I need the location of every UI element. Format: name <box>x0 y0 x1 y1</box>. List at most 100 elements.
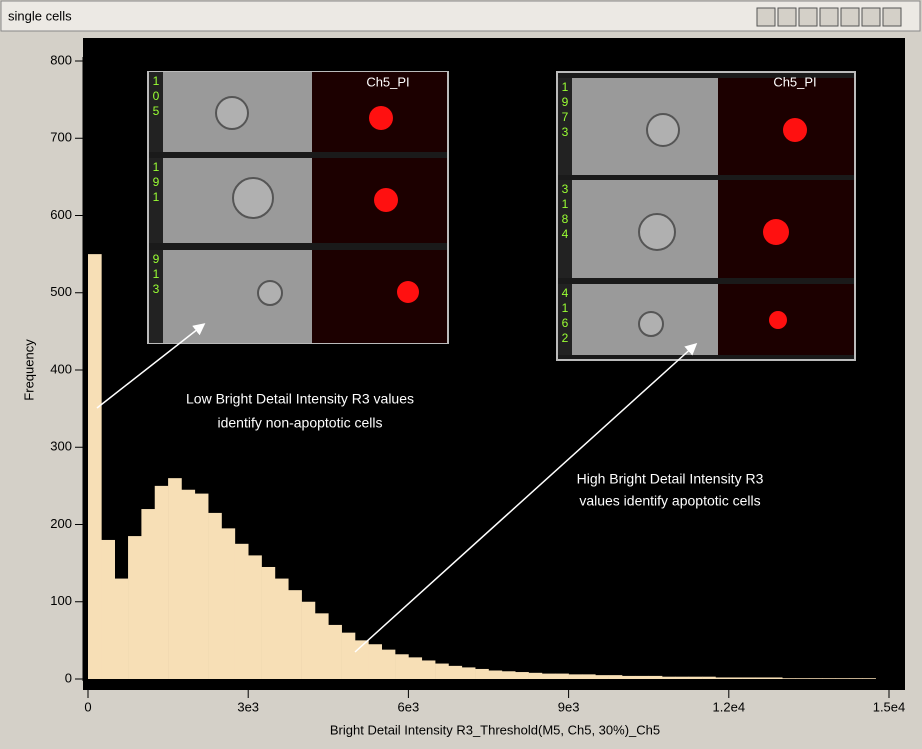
bar <box>435 663 449 679</box>
y-tick-label: 100 <box>50 593 72 608</box>
y-tick-label: 400 <box>50 361 72 376</box>
id-strip <box>558 78 572 175</box>
export-button[interactable] <box>861 7 881 27</box>
bar <box>648 675 663 679</box>
bar <box>221 528 236 679</box>
id-strip <box>558 180 572 278</box>
bar <box>181 489 196 679</box>
bar <box>742 677 756 679</box>
bar <box>301 601 316 679</box>
bar <box>154 485 169 679</box>
bar <box>515 672 529 679</box>
y-axis-label: Frequency <box>21 339 36 401</box>
bar <box>568 674 583 679</box>
bar <box>368 644 382 679</box>
annotation: values identify apoptotic cells <box>579 493 760 509</box>
arrow <box>354 342 698 653</box>
bar <box>168 478 182 679</box>
bar <box>141 509 156 679</box>
id-strip <box>558 284 572 355</box>
cell <box>257 280 283 306</box>
bar <box>662 676 676 679</box>
bar <box>728 677 743 679</box>
bar <box>528 672 543 679</box>
brightfield-image <box>572 78 718 175</box>
bar <box>702 676 716 679</box>
brightfield-image <box>163 250 312 343</box>
bar <box>768 677 783 679</box>
bar <box>488 670 503 679</box>
annotation: High Bright Detail Intensity R3 <box>577 471 764 487</box>
bar <box>795 678 810 679</box>
bar <box>355 640 369 679</box>
y-tick-label: 300 <box>50 439 72 454</box>
bar <box>461 667 476 679</box>
bar <box>341 632 356 679</box>
insets: 1 0 5 1 9 1 9 1 3 Ch5_PI 1 9 7 3 3 1 8 4 4 1 6 2 Ch5_PI <box>147 71 856 361</box>
bar <box>715 677 730 679</box>
zoom-button[interactable] <box>756 7 776 27</box>
x-axis-label: Bright Detail Intensity R3_Threshold(M5,… <box>330 722 660 737</box>
window-title: single cells <box>8 8 72 23</box>
cell <box>646 113 680 147</box>
nucleus <box>369 106 393 130</box>
bar <box>675 676 690 679</box>
copy-button[interactable] <box>840 7 860 27</box>
x-tick-label: 6e3 <box>398 699 420 714</box>
bar <box>448 665 463 679</box>
id-strip <box>149 158 163 243</box>
bar <box>755 677 770 679</box>
bar <box>381 649 396 679</box>
bar <box>608 675 623 679</box>
bar <box>88 254 102 679</box>
bar <box>261 566 276 679</box>
y-tick-label: 200 <box>50 516 72 531</box>
bar <box>314 613 329 679</box>
y-tick-label: 0 <box>65 670 72 685</box>
cell <box>638 311 664 337</box>
bar <box>822 678 836 679</box>
bar <box>541 673 556 679</box>
nucleus <box>769 311 787 329</box>
nucleus <box>763 219 789 245</box>
x-tick-label: 0 <box>84 699 91 714</box>
bar <box>194 493 209 679</box>
bar <box>101 539 115 679</box>
bar <box>635 675 649 679</box>
bar <box>622 675 636 679</box>
crosshair-button[interactable] <box>798 7 818 27</box>
bar <box>408 657 423 679</box>
y-tick-label: 700 <box>50 130 72 145</box>
annotation: identify non-apoptotic cells <box>218 415 383 431</box>
bar <box>835 678 850 679</box>
cell <box>215 96 249 130</box>
toolbar <box>756 7 902 27</box>
bar <box>288 590 302 679</box>
stats-button[interactable] <box>819 7 839 27</box>
id-strip <box>149 250 163 343</box>
pi-image <box>312 250 447 343</box>
bar <box>848 678 863 679</box>
bar <box>421 660 436 679</box>
cell <box>638 213 676 251</box>
nucleus <box>397 281 419 303</box>
bar <box>862 678 876 679</box>
bar <box>595 675 609 679</box>
bar <box>328 624 342 679</box>
bar <box>555 673 569 679</box>
graph-button[interactable] <box>777 7 797 27</box>
bar <box>581 674 596 679</box>
bar <box>501 671 516 679</box>
bar <box>248 555 262 679</box>
bar <box>274 578 289 679</box>
close-button[interactable] <box>882 7 902 27</box>
channel-label: Ch5_PI <box>366 74 409 89</box>
marks <box>88 254 876 679</box>
bar <box>128 536 142 679</box>
nucleus <box>783 118 807 142</box>
